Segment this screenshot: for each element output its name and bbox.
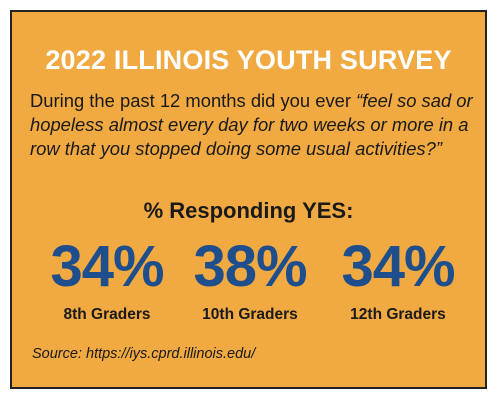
stat-12th-graders: 34% 12th Graders bbox=[323, 234, 473, 324]
responding-yes-label: % Responding YES: bbox=[143, 198, 354, 223]
source-citation: Source: https://iys.cprd.illinois.edu/ bbox=[32, 346, 256, 362]
stat-8th-graders: 34% 8th Graders bbox=[32, 234, 182, 324]
stat-value: 34% bbox=[50, 234, 164, 299]
stat-10th-graders: 38% 10th Graders bbox=[175, 234, 325, 324]
stat-value: 34% bbox=[341, 234, 455, 299]
stat-label: 12th Graders bbox=[350, 306, 446, 323]
survey-question: During the past 12 months did you ever “… bbox=[30, 89, 475, 161]
stat-label: 8th Graders bbox=[63, 306, 151, 323]
stat-value: 38% bbox=[193, 234, 307, 299]
survey-title: 2022 ILLINOIS YOUTH SURVEY bbox=[45, 45, 452, 75]
stat-label: 10th Graders bbox=[202, 306, 298, 323]
question-quote: “feel so sad or hopeless almost every da… bbox=[30, 90, 473, 159]
infographic-card: 2022 ILLINOIS YOUTH SURVEY During the pa… bbox=[10, 10, 487, 389]
question-intro: During the past 12 months did you ever bbox=[30, 90, 357, 111]
